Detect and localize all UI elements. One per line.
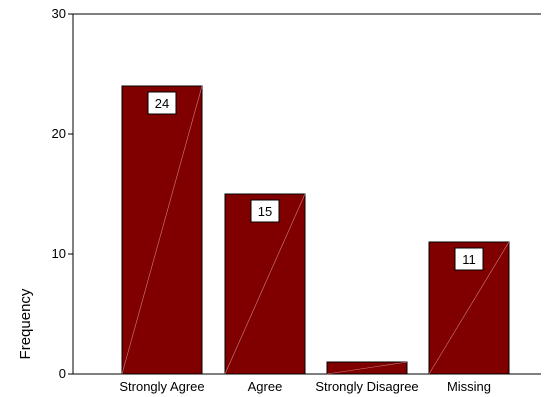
category-label: Agree: [248, 379, 283, 394]
y-axis-ticks: 0 10 20 30: [52, 6, 73, 381]
y-axis-label: Frequency: [17, 288, 34, 359]
data-label: 11: [462, 252, 476, 267]
category-label: Strongly Agree: [119, 379, 204, 394]
category-label: Missing: [447, 379, 491, 394]
y-tick-label: 0: [59, 366, 66, 381]
category-labels: Strongly Agree Agree Strongly Disagree Miss…: [119, 379, 491, 394]
y-tick-label: 20: [52, 126, 66, 141]
data-label: 15: [258, 204, 272, 219]
data-label: 24: [155, 96, 169, 111]
y-tick-label: 10: [52, 246, 66, 261]
y-tick-label: 30: [52, 6, 66, 21]
category-label: Strongly Disagree: [315, 379, 418, 394]
bars-group: 24 15 11: [122, 86, 509, 374]
